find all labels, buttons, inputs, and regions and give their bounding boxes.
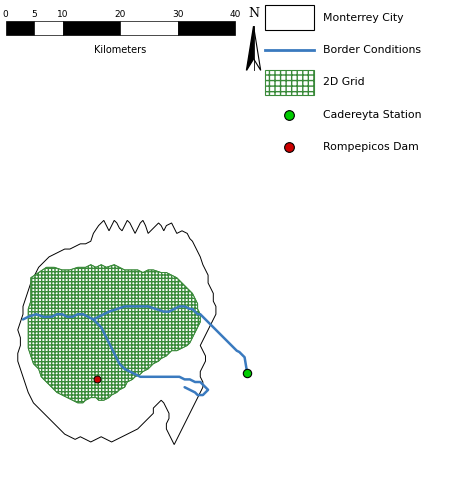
- Text: Cadereyta Station: Cadereyta Station: [322, 110, 421, 120]
- Bar: [35, 21, 63, 35]
- Bar: [6, 21, 35, 35]
- Text: 2D Grid: 2D Grid: [322, 78, 364, 88]
- Polygon shape: [28, 265, 200, 403]
- Bar: [178, 21, 235, 35]
- Text: N: N: [248, 7, 259, 20]
- Bar: [120, 21, 178, 35]
- Text: 0: 0: [3, 10, 9, 19]
- Text: Rompepicos Dam: Rompepicos Dam: [322, 142, 419, 152]
- Polygon shape: [246, 26, 254, 70]
- Text: 5: 5: [31, 10, 37, 19]
- Bar: [63, 21, 120, 35]
- Text: Kilometers: Kilometers: [94, 45, 146, 55]
- Bar: [265, 70, 314, 95]
- Polygon shape: [18, 221, 216, 445]
- Text: 10: 10: [57, 10, 69, 19]
- Polygon shape: [254, 26, 261, 70]
- Text: 30: 30: [172, 10, 183, 19]
- Text: Border Conditions: Border Conditions: [322, 45, 420, 55]
- Text: Monterrey City: Monterrey City: [322, 13, 403, 23]
- Text: 20: 20: [115, 10, 126, 19]
- Bar: [265, 5, 314, 30]
- Text: 40: 40: [229, 10, 241, 19]
